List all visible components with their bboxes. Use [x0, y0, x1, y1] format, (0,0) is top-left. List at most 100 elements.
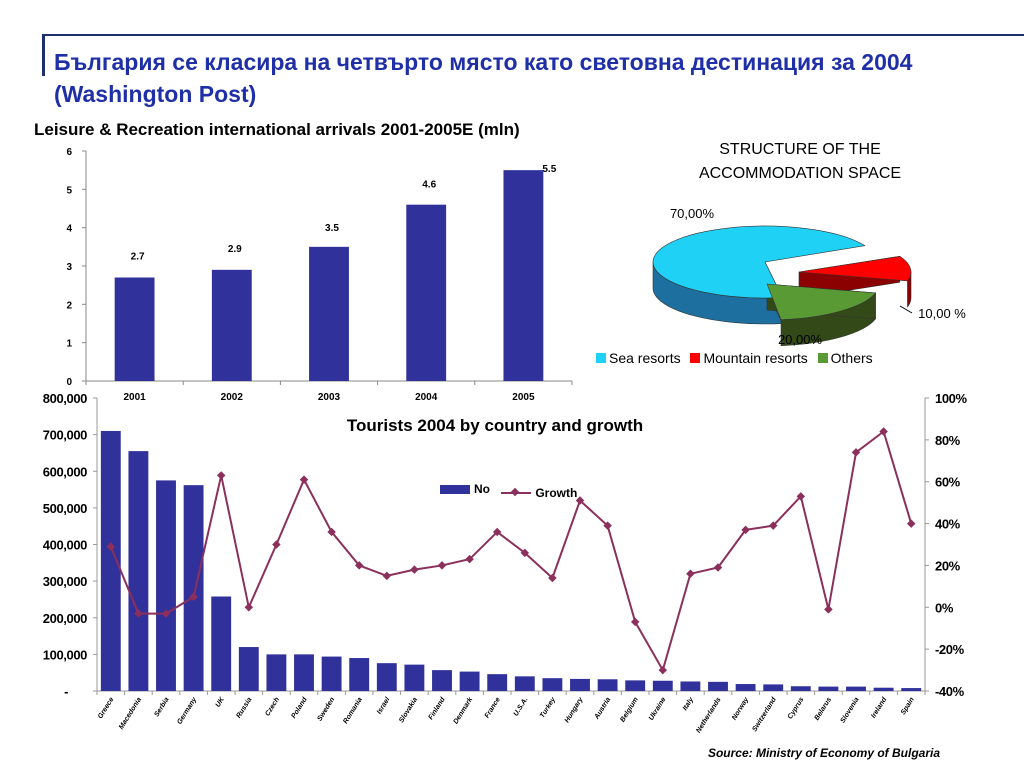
- arrivals-data-label: 2.7: [131, 252, 145, 263]
- tourists-bar: [846, 686, 866, 691]
- pie-title-line-1: STRUCTURE OF THE: [719, 141, 881, 158]
- pie-legend: Sea resorts Mountain resorts Others: [596, 350, 879, 366]
- pie-slice-mountain-resorts: [798, 255, 912, 282]
- tourists-right-tick-label: -40%: [935, 684, 965, 699]
- growth-marker: [851, 448, 861, 457]
- tourists-x-tick-label: Ukraine: [648, 696, 668, 722]
- arrivals-bar: [114, 277, 155, 381]
- tourists-bar: [570, 678, 590, 691]
- pie-slice-others: [766, 283, 877, 321]
- title-rule-horizontal: [42, 34, 1024, 36]
- tourists-left-tick-label: -: [64, 684, 68, 699]
- tourists-right-tick-label: 0%: [935, 600, 954, 615]
- growth-line: [109, 429, 913, 673]
- tourists-bar: [376, 663, 397, 691]
- growth-marker: [410, 565, 419, 574]
- pie-label-mountain: 10,00 %: [918, 306, 966, 321]
- growth-marker: [465, 554, 474, 564]
- growth-marker: [492, 527, 502, 537]
- tourists-x-tick-label: Turkey: [539, 695, 558, 719]
- tourists-bar: [349, 658, 370, 691]
- tourists-bar: [652, 680, 673, 691]
- growth-marker: [548, 573, 557, 583]
- arrivals-bar: [211, 269, 252, 381]
- arrivals-y-tick-label: 4: [66, 224, 72, 235]
- tourists-bar: [459, 671, 480, 691]
- tourists-bar: [790, 686, 811, 691]
- tourists-left-tick-label: 100,000: [43, 647, 87, 662]
- tourists-left-tick-label: 200,000: [43, 611, 87, 626]
- arrivals-data-label: 3.5: [325, 223, 339, 234]
- tourists-bar: [597, 679, 618, 691]
- pie-legend-label-sea: Sea resorts: [609, 350, 681, 366]
- tourists-x-tick-label: Belgium: [619, 696, 640, 723]
- tourists-bar: [321, 656, 342, 691]
- arrivals-y-tick-label: 3: [66, 262, 72, 273]
- tourists-right-tick-label: 40%: [935, 517, 961, 532]
- slide-title: България се класира на четвърто място ка…: [54, 49, 913, 107]
- arrivals-data-label: 4.6: [422, 180, 436, 191]
- tourists-right-tick-label: 100%: [935, 391, 967, 406]
- pie-legend-label-mountain: Mountain resorts: [703, 350, 808, 366]
- arrivals-data-label: 5.5: [542, 164, 556, 175]
- tourists-x-tick-label: UK: [215, 696, 227, 709]
- growth-marker: [272, 540, 281, 549]
- tourists-x-tick-label: Czech: [264, 696, 281, 717]
- tourists-bar: [238, 647, 259, 691]
- growth-marker: [244, 603, 254, 612]
- tourists-bar: [128, 451, 149, 691]
- tourists-x-tick-label: Serbia: [153, 696, 170, 718]
- tourists-x-tick-label: Ireland: [870, 696, 888, 720]
- arrivals-bar: [406, 204, 447, 381]
- tourists-x-tick-label: Belarus: [814, 696, 834, 722]
- tourists-left-tick-label: 700,000: [43, 428, 87, 443]
- tourists-bar: [404, 664, 425, 691]
- arrivals-chart-title: Leisure & Recreation international arriv…: [34, 120, 520, 139]
- arrivals-y-tick-label: 0: [66, 377, 72, 388]
- tourists-right-tick-label: 80%: [935, 433, 961, 448]
- tourists-x-tick-label: Italy: [682, 695, 696, 712]
- legend-swatch-growth: [501, 491, 532, 494]
- growth-marker: [768, 521, 778, 530]
- tourists-bar: [873, 687, 894, 691]
- tourists-right-tick-label: 20%: [935, 558, 961, 573]
- tourists-bar: [156, 480, 176, 691]
- arrivals-x-tick-label: 2002: [221, 392, 244, 403]
- pie-chart-title: STRUCTURE OF THE ACCOMMODATION SPACE: [650, 138, 950, 186]
- tourists-x-tick-label: Austria: [593, 696, 612, 721]
- arrivals-x-tick-label: 2003: [318, 392, 341, 403]
- pie-legend-swatch-sea: [596, 353, 606, 363]
- tourists-left-tick-label: 300,000: [43, 574, 87, 589]
- tourists-x-tick-label: Cyprus: [787, 696, 806, 720]
- tourists-bar: [432, 670, 452, 691]
- growth-marker: [741, 525, 750, 535]
- pie-legend-item-others: Others: [817, 350, 873, 366]
- tourists-left-tick-label: 400,000: [43, 538, 87, 553]
- pie-leader-mountain: [899, 305, 913, 314]
- arrivals-bar: [503, 170, 544, 381]
- pie-label-sea: 70,00%: [670, 206, 715, 221]
- growth-marker: [382, 571, 392, 581]
- growth-marker: [906, 519, 916, 528]
- growth-marker: [299, 475, 309, 484]
- legend-item-no: No: [440, 482, 490, 496]
- tourists-bar: [901, 688, 922, 691]
- tourists-x-tick-label: Hungary: [564, 695, 586, 724]
- title-rule-vertical: [42, 34, 45, 76]
- pie-legend-item-sea: Sea resorts: [596, 350, 681, 366]
- tourists-bar: [487, 674, 508, 691]
- tourists-x-tick-label: Finland: [428, 696, 448, 721]
- tourists-bar: [211, 596, 232, 691]
- growth-marker: [796, 492, 806, 501]
- tourists-x-tick-label: Spain: [900, 696, 916, 716]
- arrivals-x-tick-label: 2004: [415, 392, 438, 403]
- tourists-x-tick-label: Germany: [176, 695, 199, 725]
- growth-marker: [354, 561, 364, 570]
- tourists-bar: [542, 678, 563, 691]
- growth-marker: [437, 561, 447, 570]
- legend-label-growth: Growth: [535, 485, 578, 500]
- legend-item-growth: Growth: [501, 486, 577, 500]
- tourists-x-tick-label: Poland: [290, 696, 309, 720]
